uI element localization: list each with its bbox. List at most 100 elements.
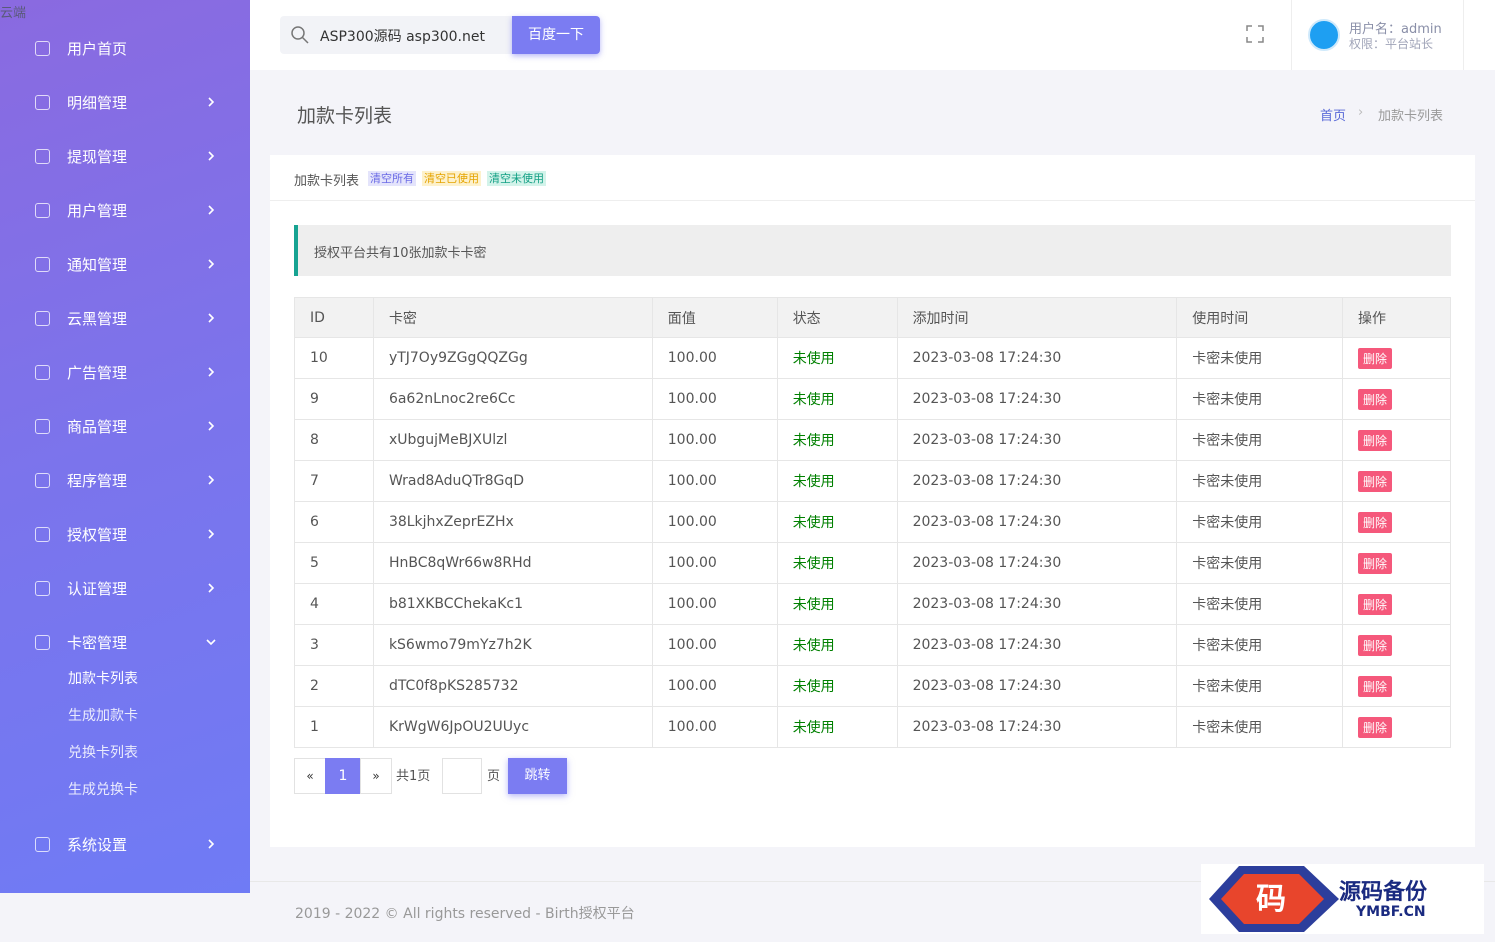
cell: 2023-03-08 17:24:30 xyxy=(896,583,1178,625)
search-text: ASP300源码 asp300.net xyxy=(320,29,485,45)
cell: 100.00 xyxy=(651,706,778,748)
nav-item[interactable]: 云黑管理 xyxy=(0,298,250,338)
chevron xyxy=(208,97,215,107)
nav-item[interactable]: 明细管理 xyxy=(0,82,250,122)
cell: 卡密未使用 xyxy=(1176,337,1344,379)
breadcrumb-sep: › xyxy=(1358,105,1364,120)
chevron xyxy=(208,205,215,215)
cell: 卡密未使用 xyxy=(1176,583,1344,625)
delete-button[interactable]: 删除 xyxy=(1358,634,1393,656)
nav-label: 商品管理 xyxy=(67,418,128,436)
nav-item[interactable]: 用户管理 xyxy=(0,190,250,230)
nav-item[interactable]: 系统设置 xyxy=(0,824,250,864)
nav-icon xyxy=(35,95,50,110)
nav-icon xyxy=(35,419,50,434)
page-current[interactable]: 1 xyxy=(325,758,361,794)
row: 6 38LkjhxZeprEZHx 100.00 未使用 2023-03-08 17:2… xyxy=(294,501,1451,543)
fullscreen-icon[interactable] xyxy=(1245,24,1265,44)
tag-button[interactable]: 清空未使用 xyxy=(487,171,546,186)
row: 10 yTJ7Oy9ZGgQQZGg 100.00 未使用 2023-03-08 17:… xyxy=(294,337,1451,379)
sub-item[interactable]: 生成加款卡 xyxy=(68,708,138,724)
nav-label: 程序管理 xyxy=(67,472,128,490)
nav-label: 通知管理 xyxy=(67,256,128,274)
cell: 未使用 xyxy=(776,378,898,420)
tag-button[interactable]: 清空所有 xyxy=(368,171,416,186)
delete-button[interactable]: 删除 xyxy=(1358,388,1393,410)
delete-button[interactable]: 删除 xyxy=(1358,429,1393,451)
nav-item[interactable]: 提现管理 xyxy=(0,136,250,176)
column-header: 添加时间 xyxy=(896,297,1178,338)
nav-icon xyxy=(35,149,50,164)
delete-button[interactable]: 删除 xyxy=(1358,470,1393,492)
sub-item[interactable]: 生成兑换卡 xyxy=(68,782,138,798)
column-header: ID xyxy=(294,297,374,338)
page-total: 共1页 xyxy=(396,769,431,784)
delete-button[interactable]: 删除 xyxy=(1358,511,1393,533)
cell: 100.00 xyxy=(651,583,778,625)
watermark: 码 源码备份 YMBF.CN xyxy=(1201,864,1484,934)
nav-item[interactable]: 卡密管理 xyxy=(0,622,250,662)
nav-icon xyxy=(35,837,50,852)
cell: 2023-03-08 17:24:30 xyxy=(896,624,1178,666)
breadcrumb-link[interactable]: 首页 xyxy=(1320,109,1347,124)
nav-icon xyxy=(35,635,50,650)
sub-item[interactable]: 加款卡列表 xyxy=(68,671,138,687)
cell: 4 xyxy=(294,583,374,625)
header: ASP300源码 asp300.net 百度一下 用户名：admin 权限：平台… xyxy=(250,0,1495,70)
cell: Wrad8AduQTr8GqD xyxy=(372,460,653,502)
cell: 删除 xyxy=(1342,460,1451,502)
tag-button[interactable]: 清空已使用 xyxy=(422,171,481,186)
nav-item[interactable]: 认证管理 xyxy=(0,568,250,608)
cell: b81XKBCChekaKc1 xyxy=(372,583,653,625)
row: 9 6a62nLnoc2re6Cc 100.00 未使用 2023-03-08 17:2… xyxy=(294,378,1451,420)
footer-text: 2019 - 2022 © All rights reserved - Birt… xyxy=(295,906,635,922)
cell: 100.00 xyxy=(651,501,778,543)
cell: kS6wmo79mYz7h2K xyxy=(372,624,653,666)
delete-button[interactable]: 删除 xyxy=(1358,347,1393,369)
nav-item[interactable]: 程序管理 xyxy=(0,460,250,500)
cell: 未使用 xyxy=(776,419,898,461)
chevron xyxy=(208,529,215,539)
cell: 6 xyxy=(294,501,374,543)
cell: 3 xyxy=(294,624,374,666)
chevron xyxy=(208,475,215,485)
brand: 云端 xyxy=(0,6,27,21)
sub-item[interactable]: 兑换卡列表 xyxy=(68,745,138,761)
row: 8 xUbgujMeBJXUlzl 100.00 未使用 2023-03-08 17:2… xyxy=(294,419,1451,461)
nav-label: 卡密管理 xyxy=(67,634,128,652)
page-input[interactable] xyxy=(442,758,482,794)
delete-button[interactable]: 删除 xyxy=(1358,675,1393,697)
row: 4 b81XKBCChekaKc1 100.00 未使用 2023-03-08 17:2… xyxy=(294,583,1451,625)
search-icon xyxy=(291,26,309,44)
nav-item[interactable]: 商品管理 xyxy=(0,406,250,446)
page-next[interactable]: » xyxy=(360,758,392,794)
chevron xyxy=(208,151,215,161)
nav-item[interactable]: 授权管理 xyxy=(0,514,250,554)
search-button[interactable]: 百度一下 xyxy=(512,16,600,54)
cell: KrWgW6JpOU2UUyc xyxy=(372,706,653,748)
nav-label: 认证管理 xyxy=(67,580,128,598)
nav-item[interactable]: 通知管理 xyxy=(0,244,250,284)
delete-button[interactable]: 删除 xyxy=(1358,716,1393,738)
page-prev[interactable]: « xyxy=(294,758,326,794)
search-box[interactable]: ASP300源码 asp300.net xyxy=(280,16,512,54)
cell: 7 xyxy=(294,460,374,502)
delete-button[interactable]: 删除 xyxy=(1358,552,1393,574)
cell: dTC0f8pKS285732 xyxy=(372,665,653,707)
cell: 删除 xyxy=(1342,624,1451,666)
nav-icon xyxy=(35,41,50,56)
cell: 删除 xyxy=(1342,542,1451,584)
nav-label: 授权管理 xyxy=(67,526,128,544)
page-go[interactable]: 跳转 xyxy=(508,758,567,794)
cell: 2023-03-08 17:24:30 xyxy=(896,665,1178,707)
nav-item[interactable]: 用户首页 xyxy=(0,28,250,68)
cell: 卡密未使用 xyxy=(1176,665,1344,707)
column-header: 状态 xyxy=(776,297,898,338)
delete-button[interactable]: 删除 xyxy=(1358,593,1393,615)
cell: 未使用 xyxy=(776,542,898,584)
watermark-name: 源码备份 xyxy=(1339,880,1428,905)
nav-item[interactable]: 广告管理 xyxy=(0,352,250,392)
user-info[interactable]: 用户名：admin 权限：平台站长 xyxy=(1291,0,1464,70)
cell: 卡密未使用 xyxy=(1176,624,1344,666)
